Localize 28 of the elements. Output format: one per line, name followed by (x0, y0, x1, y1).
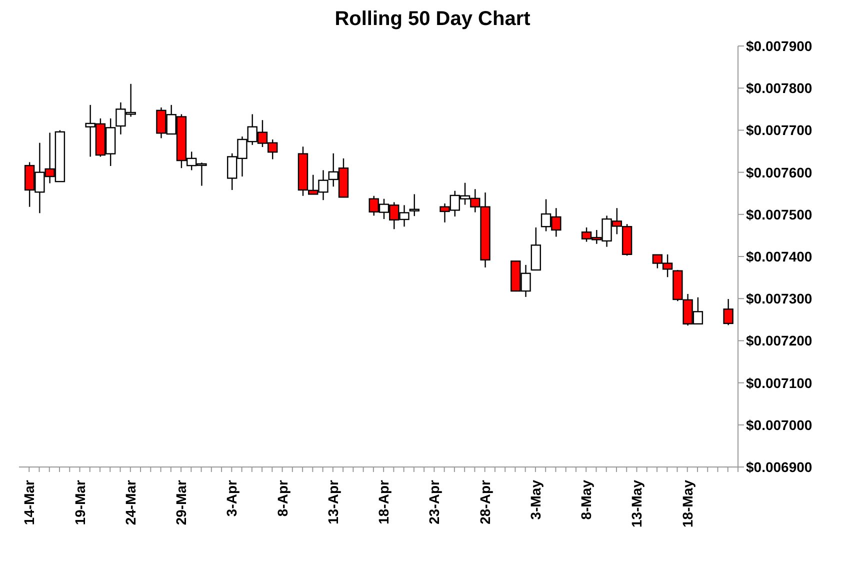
x-tick-label: 29-Mar (173, 479, 190, 526)
x-tick-label: 28-Apr (476, 479, 493, 524)
x-tick-label: 13-May (628, 480, 645, 528)
y-tick-label: $0.007800 (746, 80, 812, 96)
x-tick-label: 19-Mar (72, 479, 88, 526)
x-tick-label: 8-Apr (274, 479, 290, 517)
x-tick-label: 23-Apr (426, 479, 442, 524)
candlestick (409, 194, 420, 217)
x-tick-label: 13-Apr (324, 479, 341, 524)
y-tick-label: $0.007300 (746, 290, 812, 307)
x-tick-label: 24-Mar (122, 479, 138, 526)
x-tick-label: 3-Apr (224, 479, 240, 517)
y-tick-label: $0.007700 (746, 122, 812, 138)
y-tick-label: $0.007000 (746, 416, 812, 433)
candlestick (723, 298, 734, 326)
x-tick-label: 8-May (578, 480, 594, 520)
y-tick-label: $0.007400 (746, 248, 812, 264)
y-tick-label: $0.007200 (746, 332, 812, 349)
y-tick-label: $0.007500 (746, 206, 812, 222)
y-tick-label: $0.007900 (746, 38, 812, 54)
chart-title: Rolling 50 Day Chart (334, 8, 532, 31)
x-tick-label: 14-Mar (21, 479, 38, 526)
x-tick-label: 18-May (679, 480, 696, 528)
y-tick-label: $0.007600 (746, 164, 812, 180)
y-tick-label: $0.007100 (746, 374, 812, 391)
x-tick-label: 3-May (527, 480, 544, 520)
x-tick-label: 18-Apr (376, 479, 392, 524)
y-tick-label: $0.006900 (746, 458, 812, 475)
